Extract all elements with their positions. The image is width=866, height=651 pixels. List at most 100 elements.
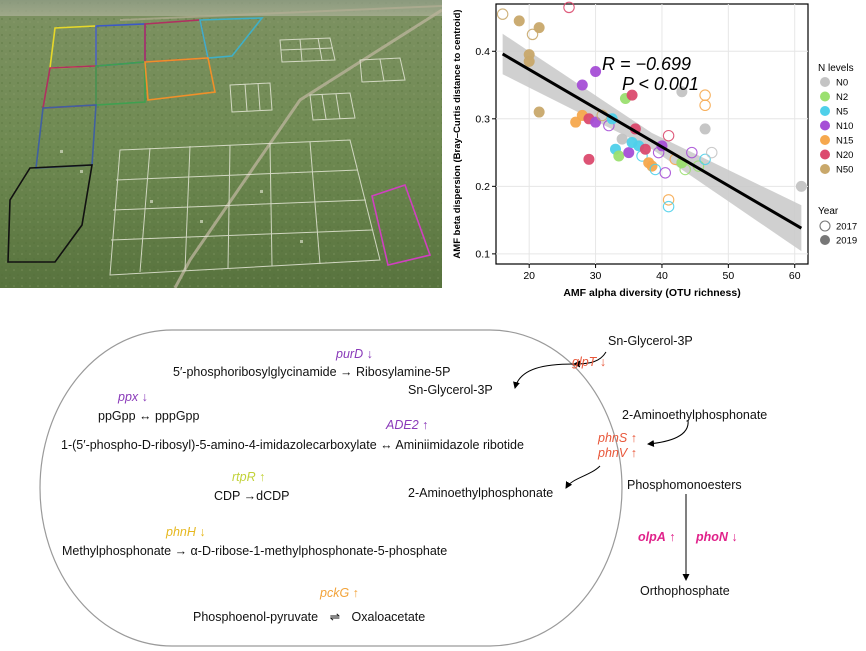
pckG-change: ↑ <box>352 586 359 600</box>
regression-line <box>501 52 803 230</box>
purD-gene: purD <box>336 347 364 361</box>
data-point <box>513 15 525 27</box>
legend-n-swatch <box>820 164 830 174</box>
plot-outlines <box>7 17 432 266</box>
data-points <box>496 1 807 213</box>
x-tick-label: 30 <box>590 270 602 282</box>
data-point <box>705 146 718 159</box>
phnV-change: ↑ <box>630 446 637 460</box>
y-axis-label: AMF beta dispersion (Bray–Curtis distanc… <box>452 9 463 258</box>
data-point <box>533 22 545 34</box>
data-point <box>699 99 711 112</box>
data-point <box>623 147 635 159</box>
sn-glycerol-outside: Sn-Glycerol-3P <box>608 334 693 348</box>
glpT-arrow-inside <box>513 363 575 389</box>
p-annotation: P < 0.001 <box>622 74 699 94</box>
legend-n-label: N2 <box>836 92 848 103</box>
data-point <box>662 200 675 213</box>
pep-reaction: Phosphoenol-pyruvate ⇌ Oxaloacetate <box>193 610 425 624</box>
phnV-gene: phnV <box>598 446 628 460</box>
phoN-label: phoN ↓ <box>696 530 738 544</box>
methylphosphonate-reaction: Methylphosphonate → α-D-ribose-1-methylp… <box>62 544 448 558</box>
legend-n-label: N20 <box>836 150 853 161</box>
phn-arrow-inside <box>565 465 601 489</box>
olpA-gene: olpA <box>638 530 666 544</box>
y-axis-ticks: 0.1 0.2 0.3 0.4 <box>475 46 496 260</box>
data-point <box>699 123 711 135</box>
data-point <box>626 89 638 101</box>
ribosylamine-reaction: 5′-phosphoribosylglycinamide → Ribosylam… <box>173 365 451 379</box>
data-point <box>662 194 675 206</box>
legend-n-swatch <box>820 91 830 102</box>
legend-n-swatch <box>820 77 830 87</box>
data-point <box>662 129 675 142</box>
pep-product: Oxaloacetate <box>351 610 426 624</box>
data-point <box>526 28 539 41</box>
data-point <box>570 116 582 128</box>
data-point <box>679 163 691 176</box>
ppx-label: ppx ↓ <box>118 390 148 404</box>
data-point <box>659 167 672 179</box>
data-point <box>616 133 628 145</box>
x-tick-label: 40 <box>656 270 668 282</box>
pathway-diagram-panel: purD ↓ 5′-phosphoribosylglycinamide → Ri… <box>0 318 866 651</box>
cell-membrane-outline <box>39 329 623 647</box>
phnS-change: ↑ <box>630 431 637 445</box>
y-tick-label: 0.2 <box>475 181 490 193</box>
legend-n-label: N0 <box>836 78 848 89</box>
plot-grids <box>109 37 406 276</box>
phoN-change: ↓ <box>731 530 738 544</box>
aep-outside: 2-Aminoethylphosphonate <box>622 408 768 422</box>
scatter-chart: 20 30 40 50 60 0.1 0.2 0.3 0.4 R = −0.699 P < 0… <box>452 1 857 299</box>
rtpR-gene: rtpR <box>232 470 256 484</box>
purD-label: purD ↓ <box>336 347 373 361</box>
phnV-label: phnV ↑ <box>598 446 637 460</box>
data-point <box>613 150 625 162</box>
r-annotation: R = −0.699 <box>602 54 691 74</box>
sn-glycerol-inside: Sn-Glycerol-3P <box>408 383 493 397</box>
ADE2-label: ADE2 ↑ <box>386 418 428 432</box>
phoN-gene: phoN <box>696 530 728 544</box>
legend-n-label: N10 <box>836 121 853 132</box>
data-point <box>649 163 662 176</box>
data-point <box>699 153 711 166</box>
data-point <box>639 143 651 155</box>
rtpR-label: rtpR ↑ <box>232 470 265 484</box>
data-point <box>496 8 509 20</box>
x-tick-label: 20 <box>523 270 535 282</box>
data-point <box>590 116 602 128</box>
legend-year-title: Year <box>818 206 839 217</box>
phosphomonoesters: Phosphomonoesters <box>627 478 742 492</box>
phnS-gene: phnS <box>598 431 628 445</box>
chart-legend: N levels N0 N2 N5 N10 N15 N20 N50 Year 2017 201… <box>818 63 857 247</box>
data-point <box>563 1 575 14</box>
pathway-arrows-layer <box>39 329 690 647</box>
data-point <box>583 153 595 165</box>
pckG-label: pckG ↑ <box>320 586 359 600</box>
olpA-label: olpA ↑ <box>638 530 676 544</box>
legend-year-swatch-filled <box>820 235 830 245</box>
ppgpp-reaction: ppGpp ↔ pppGpp <box>98 409 200 423</box>
pep-substrate: Phosphoenol-pyruvate <box>193 610 319 624</box>
glpT-arrow-in <box>573 351 607 368</box>
data-point <box>533 106 545 118</box>
data-point <box>676 86 688 98</box>
legend-n-swatch <box>820 149 830 160</box>
pckG-gene: pckG <box>320 586 350 600</box>
phnH-change: ↓ <box>199 525 206 539</box>
fit-line <box>501 52 803 230</box>
legend-year-label: 2019 <box>836 236 857 247</box>
x-axis-label: AMF alpha diversity (OTU richness) <box>563 287 740 299</box>
legend-n-label: N5 <box>836 107 848 118</box>
aerial-photo-panel <box>0 0 443 289</box>
phnS-label: phnS ↑ <box>598 431 637 445</box>
legend-year-swatch-open <box>819 220 831 232</box>
phn-arrow-in <box>647 419 689 447</box>
imidazole-reaction: 1-(5′-phospho-D-ribosyl)-5-amino-4-imida… <box>61 438 524 452</box>
data-point <box>686 146 698 159</box>
scatter-chart-panel: 20 30 40 50 60 0.1 0.2 0.3 0.4 R = −0.699 P < 0… <box>446 0 866 300</box>
phnH-label: phnH ↓ <box>166 525 206 539</box>
glpT-change: ↓ <box>599 355 607 369</box>
legend-year-label: 2017 <box>836 222 857 233</box>
orthophosphate: Orthophosphate <box>640 584 730 598</box>
